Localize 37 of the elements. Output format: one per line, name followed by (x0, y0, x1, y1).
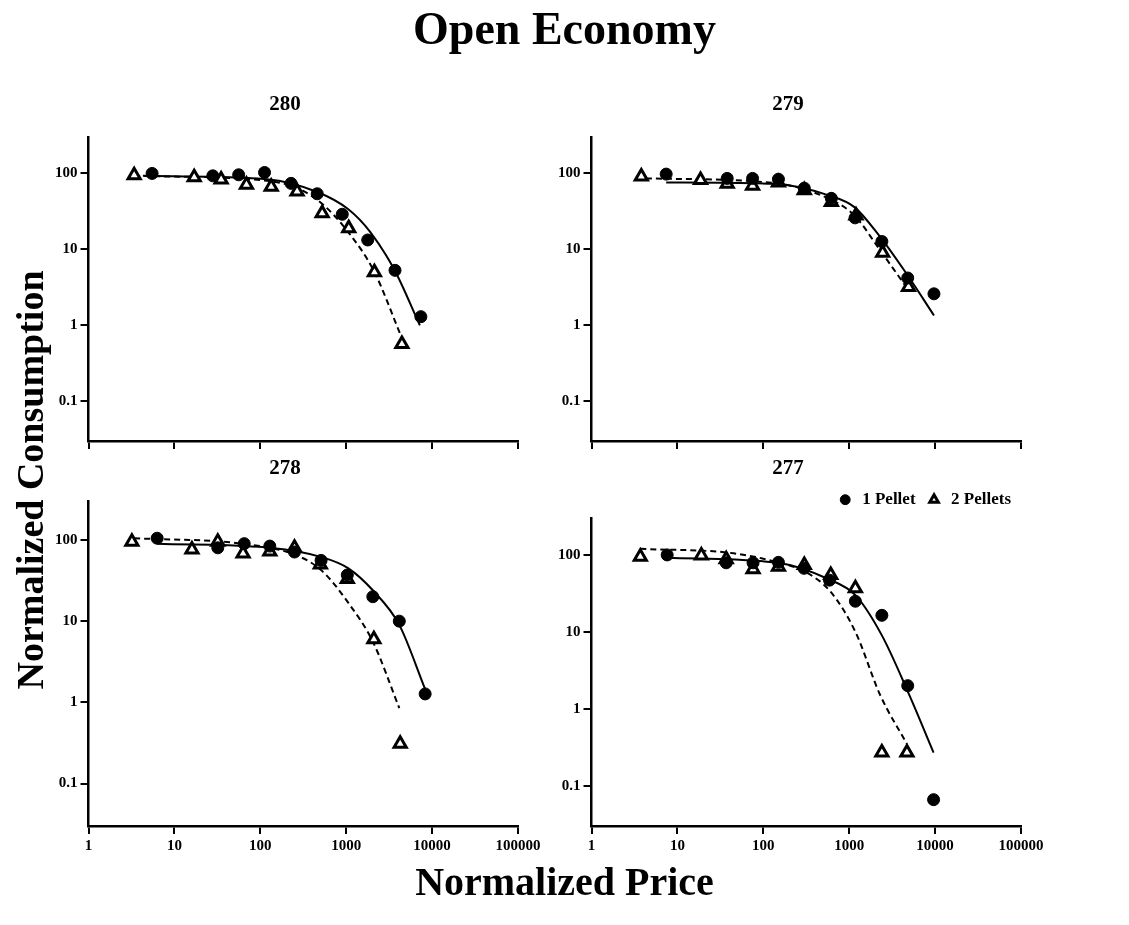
x-tick-label: 1 (587, 836, 596, 853)
x-tick-label: 1000 (834, 836, 865, 853)
y-tick-label: 0.1 (58, 392, 78, 409)
x-tick-label: 100 (249, 836, 272, 853)
legend-label: 1 Pellet (862, 489, 916, 509)
chart-title: 278 (269, 455, 301, 480)
y-tick-label: 0.1 (58, 774, 78, 791)
y-tick-label: 0.1 (561, 776, 581, 793)
x-tick-label: 1000 (331, 836, 362, 853)
y-tick-label: 1 (70, 316, 78, 333)
y-tick-label: 100 (558, 164, 581, 181)
x-tick-label: 100 (752, 836, 775, 853)
x-tick-label: 100000 (998, 836, 1044, 853)
y-tick-label: 10 (565, 240, 581, 257)
y-tick-label: 0.1 (561, 392, 581, 409)
y-tick-label: 10 (565, 622, 581, 639)
x-tick-label: 10000 (916, 836, 954, 853)
y-tick-label: 1 (573, 699, 581, 716)
x-tick-label: 10 (669, 836, 685, 853)
y-tick-label: 1 (70, 693, 78, 710)
y-tick-label: 100 (55, 164, 78, 181)
x-tick-label: 1 (84, 836, 93, 853)
y-tick-label: 100 (55, 530, 78, 547)
chart-title: 277 (772, 455, 804, 480)
legend-label: 2 Pellets (951, 489, 1012, 509)
y-tick-label: 10 (62, 612, 78, 629)
y-tick-label: 1 (573, 316, 581, 333)
text: Open Economy (412, 2, 717, 55)
x-tick-label: 10 (166, 836, 182, 853)
y-tick-label: 10 (62, 240, 78, 257)
y-tick-label: 100 (558, 545, 581, 562)
chart-title: 280 (269, 91, 301, 116)
x-tick-label: 100000 (495, 836, 541, 853)
text: Normalized Price (414, 858, 715, 905)
text: Normalized Consumption (8, 269, 52, 692)
x-tick-label: 10000 (413, 836, 451, 853)
chart-title: 279 (772, 91, 804, 116)
